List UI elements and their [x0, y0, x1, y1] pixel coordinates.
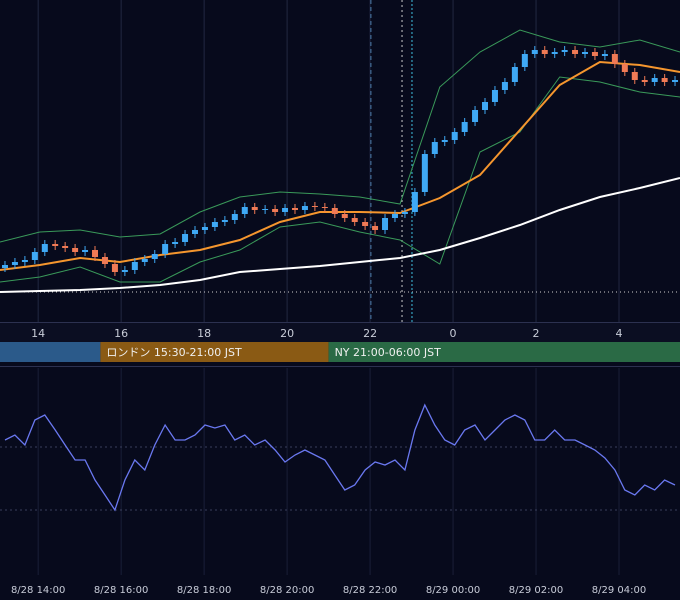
candle-body — [351, 218, 358, 222]
x-tick-label: 14 — [31, 327, 45, 340]
candle-body — [501, 82, 508, 90]
candle-body — [82, 250, 89, 252]
candle-body — [672, 80, 679, 82]
x-tick-label: 8/28 14:00 — [11, 585, 65, 596]
candle-body — [372, 226, 379, 230]
x-tick-label: 0 — [450, 327, 457, 340]
candle-body — [401, 212, 408, 214]
x-tick-label: 20 — [280, 327, 294, 340]
candle-body — [341, 214, 348, 218]
candle-body — [651, 78, 658, 82]
candle-body — [521, 54, 528, 67]
candle-body — [211, 222, 218, 227]
x-tick-label: 16 — [114, 327, 128, 340]
candle-body — [641, 80, 648, 82]
candle-body — [331, 208, 338, 214]
candle-body — [131, 262, 138, 270]
session-bar — [0, 342, 101, 362]
x-tick-label: 8/28 22:00 — [343, 585, 397, 596]
candle-body — [511, 67, 518, 82]
candle-body — [162, 244, 169, 254]
candle-body — [541, 50, 548, 54]
candle-body — [182, 234, 189, 242]
x-tick-label: 8/29 00:00 — [426, 585, 480, 596]
candle-body — [591, 52, 598, 56]
indicator-line — [0, 29, 680, 243]
candle-body — [531, 50, 538, 54]
candle-body — [101, 257, 108, 264]
session-bar — [328, 342, 680, 362]
candle-body — [41, 244, 48, 252]
session-bar — [100, 342, 329, 362]
candle-body — [482, 102, 489, 110]
candle-body — [141, 259, 148, 262]
candle-body — [282, 208, 289, 212]
candle-body — [221, 220, 228, 222]
candle-body — [31, 252, 38, 260]
candle-body — [631, 72, 638, 80]
x-tick-label: 8/28 18:00 — [177, 585, 231, 596]
candle-body — [491, 90, 498, 102]
x-tick-label: 4 — [616, 327, 623, 340]
indicator-line — [0, 177, 680, 293]
candle-body — [611, 54, 618, 64]
x-tick-label: 8/29 04:00 — [592, 585, 646, 596]
candle-body — [461, 122, 468, 132]
candle-body — [391, 214, 398, 218]
candle-body — [411, 192, 418, 212]
candle-body — [441, 140, 448, 142]
candle-body — [551, 52, 558, 54]
candle-body — [421, 154, 428, 192]
candle-body — [472, 110, 479, 122]
candle-body — [382, 218, 389, 230]
session-label: NY 21:00-06:00 JST — [335, 346, 442, 359]
candle-body — [111, 264, 118, 272]
candle-body — [241, 207, 248, 214]
candle-body — [151, 254, 158, 259]
candle-body — [11, 262, 18, 265]
candle-body — [201, 227, 208, 230]
indicator-line — [0, 76, 680, 283]
candle-body — [362, 222, 369, 226]
x-tick-label: 8/28 16:00 — [94, 585, 148, 596]
candle-body — [272, 209, 279, 212]
candle-body — [191, 230, 198, 234]
candle-body — [601, 54, 608, 56]
candle-body — [1, 265, 8, 268]
candle-body — [661, 78, 668, 82]
candle-body — [92, 250, 99, 257]
candle-body — [572, 50, 579, 54]
candle-body — [291, 208, 298, 210]
candle-body — [301, 206, 308, 210]
candle-body — [311, 206, 318, 207]
candle-body — [321, 207, 328, 208]
candle-body — [62, 246, 69, 248]
oscillator-line — [4, 403, 676, 512]
x-tick-label: 2 — [533, 327, 540, 340]
candle-body — [21, 260, 28, 262]
candle-body — [231, 214, 238, 220]
time-axis-band — [0, 322, 680, 342]
x-tick-label: 18 — [197, 327, 211, 340]
candle-body — [451, 132, 458, 140]
candle-body — [262, 209, 269, 210]
candle-body — [172, 242, 179, 244]
candle-body — [251, 207, 258, 210]
candle-body — [561, 50, 568, 52]
candle-body — [621, 64, 628, 72]
x-tick-label: 8/28 20:00 — [260, 585, 314, 596]
indicator-line — [0, 60, 680, 271]
x-tick-label: 8/29 02:00 — [509, 585, 563, 596]
candle-body — [52, 244, 59, 246]
candle-body — [121, 270, 128, 272]
x-tick-label: 22 — [363, 327, 377, 340]
candle-body — [431, 142, 438, 154]
session-label: ロンドン 15:30-21:00 JST — [106, 346, 242, 359]
candle-body — [581, 52, 588, 54]
candle-body — [72, 248, 79, 252]
